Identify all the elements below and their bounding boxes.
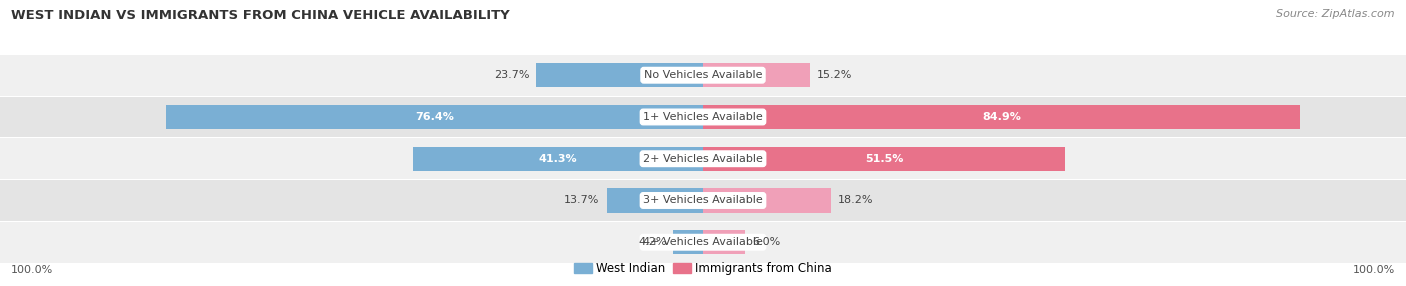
Text: WEST INDIAN VS IMMIGRANTS FROM CHINA VEHICLE AVAILABILITY: WEST INDIAN VS IMMIGRANTS FROM CHINA VEH… — [11, 9, 510, 21]
Bar — [166, 105, 703, 129]
Text: 100.0%: 100.0% — [1353, 265, 1395, 275]
Bar — [673, 230, 703, 254]
Text: 1+ Vehicles Available: 1+ Vehicles Available — [643, 112, 763, 122]
Bar — [0, 55, 1406, 96]
Text: 51.5%: 51.5% — [865, 154, 903, 164]
Bar — [0, 138, 1406, 179]
Bar — [703, 63, 810, 87]
Bar — [607, 188, 703, 212]
Text: 76.4%: 76.4% — [415, 112, 454, 122]
Text: 23.7%: 23.7% — [494, 70, 530, 80]
Text: 41.3%: 41.3% — [538, 154, 576, 164]
Text: 4.2%: 4.2% — [638, 237, 666, 247]
Text: Source: ZipAtlas.com: Source: ZipAtlas.com — [1277, 9, 1395, 19]
Bar — [0, 222, 1406, 263]
Text: 18.2%: 18.2% — [838, 196, 873, 205]
Text: 100.0%: 100.0% — [11, 265, 53, 275]
Text: 84.9%: 84.9% — [981, 112, 1021, 122]
Bar — [537, 63, 703, 87]
Legend: West Indian, Immigrants from China: West Indian, Immigrants from China — [569, 258, 837, 280]
Text: 13.7%: 13.7% — [564, 196, 599, 205]
Text: 3+ Vehicles Available: 3+ Vehicles Available — [643, 196, 763, 205]
Bar — [703, 188, 831, 212]
Bar — [413, 147, 703, 171]
Bar — [703, 105, 1301, 129]
Bar — [0, 180, 1406, 221]
Text: No Vehicles Available: No Vehicles Available — [644, 70, 762, 80]
Text: 6.0%: 6.0% — [752, 237, 780, 247]
Bar — [703, 147, 1066, 171]
Bar — [0, 96, 1406, 138]
Text: 2+ Vehicles Available: 2+ Vehicles Available — [643, 154, 763, 164]
Text: 4+ Vehicles Available: 4+ Vehicles Available — [643, 237, 763, 247]
Bar — [703, 230, 745, 254]
Text: 15.2%: 15.2% — [817, 70, 852, 80]
